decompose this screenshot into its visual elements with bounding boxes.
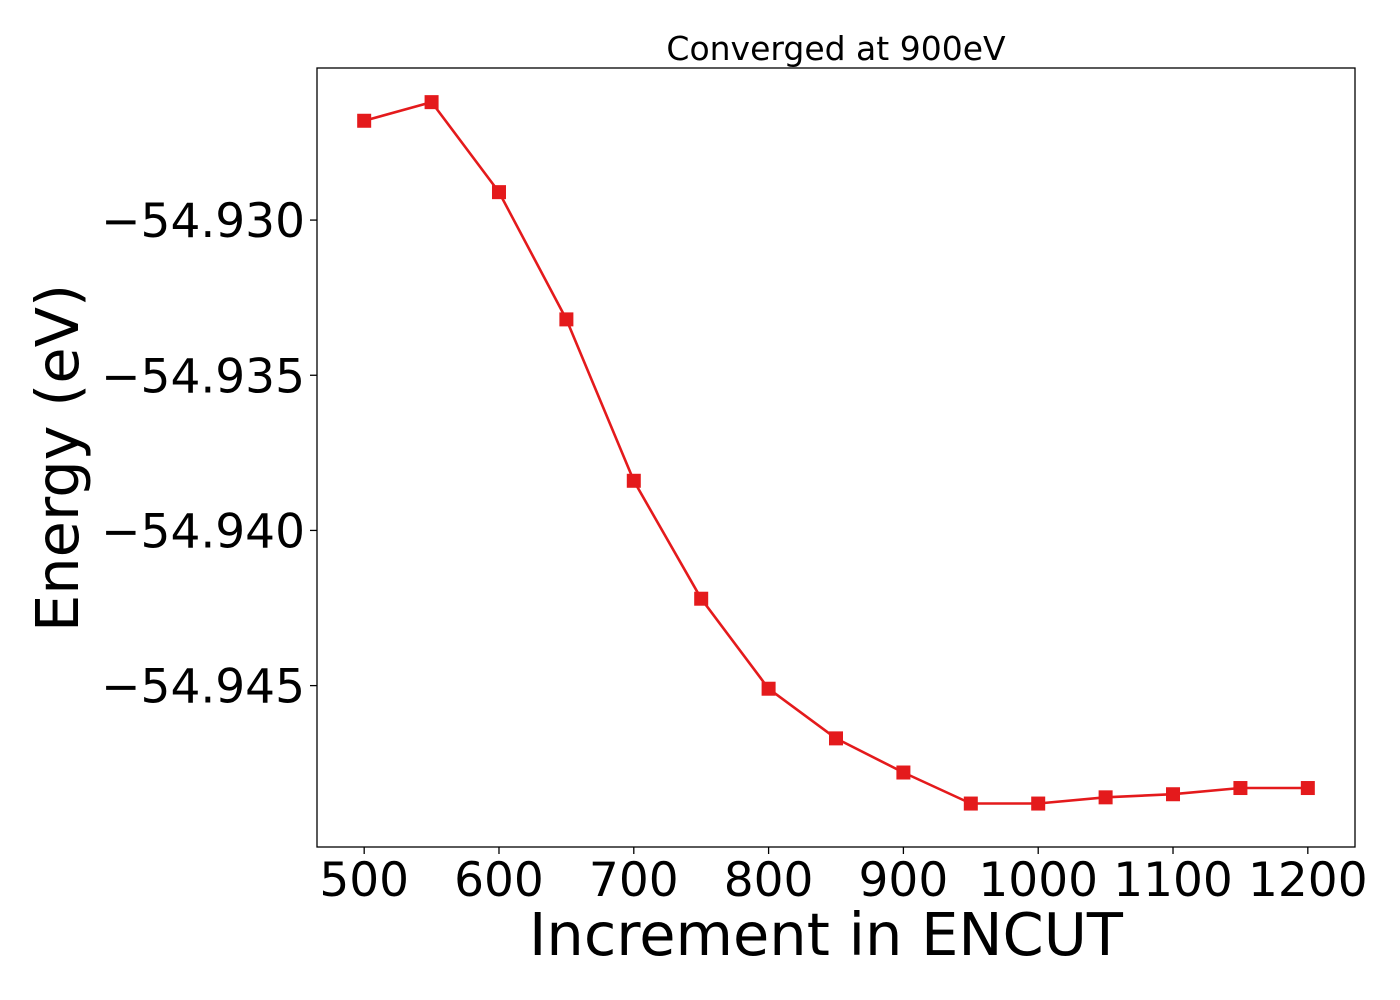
data-point-marker — [1233, 781, 1248, 796]
y-tick-label: −54.945 — [101, 660, 305, 715]
x-axis-title: Increment in ENCUT — [529, 900, 1124, 969]
series-layer — [357, 95, 1315, 811]
chart-title: Converged at 900eV — [666, 29, 1006, 68]
x-tick-label: 500 — [319, 853, 409, 908]
data-point-marker — [1031, 796, 1046, 811]
data-point-marker — [1098, 790, 1113, 805]
x-tick-label: 1200 — [1248, 853, 1368, 908]
x-axis-ticks: 500 600 700 800 900 1000 1100 1200 — [319, 847, 1368, 908]
x-tick-label: 1000 — [978, 853, 1098, 908]
plot-area — [316, 67, 1356, 848]
x-tick-label: 600 — [454, 853, 544, 908]
y-tick-label: −54.930 — [101, 194, 305, 249]
y-tick-label: −54.935 — [101, 349, 305, 404]
x-tick-label: 1100 — [1113, 853, 1233, 908]
x-tick-label: 700 — [589, 853, 679, 908]
data-point-marker — [1300, 781, 1315, 796]
data-point-marker — [896, 765, 911, 780]
data-point-marker — [963, 796, 978, 811]
data-point-marker — [357, 113, 372, 128]
data-point-marker — [491, 185, 506, 200]
data-point-marker — [626, 473, 641, 488]
x-tick-label: 900 — [859, 853, 949, 908]
data-point-marker — [829, 731, 843, 746]
data-point-marker — [559, 312, 574, 327]
y-tick-label: −54.940 — [101, 504, 305, 559]
x-tick-label: 800 — [724, 853, 814, 908]
y-axis-title: Energy (eV) — [23, 284, 92, 632]
y-axis-ticks: −54.930 −54.935 −54.940 −54.945 — [101, 194, 317, 715]
data-point-marker — [694, 591, 709, 606]
data-point-marker — [1166, 787, 1181, 802]
data-point-marker — [761, 681, 776, 696]
data-point-marker — [424, 95, 439, 110]
